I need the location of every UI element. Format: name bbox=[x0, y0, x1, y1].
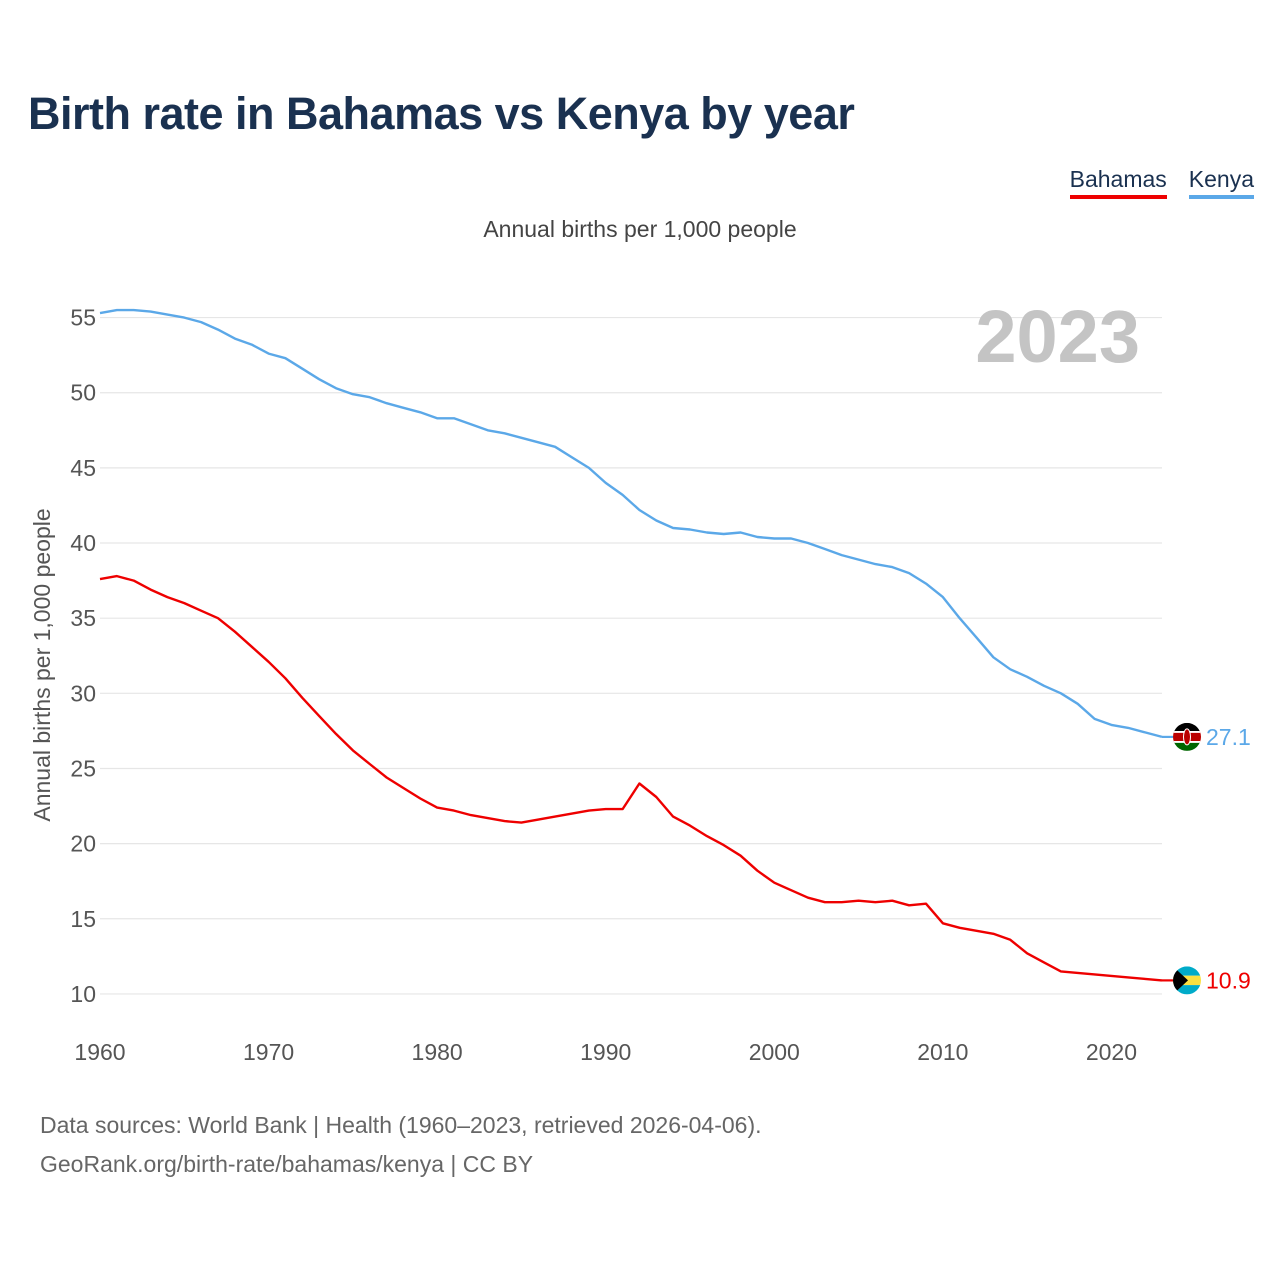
flag-stripe bbox=[1173, 966, 1201, 976]
legend-item-bahamas[interactable]: Bahamas bbox=[1069, 166, 1167, 199]
x-tick-label: 1990 bbox=[580, 1039, 631, 1065]
x-tick-label: 2010 bbox=[917, 1039, 968, 1065]
flag-shield bbox=[1183, 728, 1191, 746]
source-line-1: Data sources: World Bank | Health (1960–… bbox=[40, 1112, 762, 1138]
flag-stripe bbox=[1173, 985, 1201, 995]
bahamas-flag-icon bbox=[1173, 966, 1201, 995]
legend: Bahamas Kenya bbox=[1069, 166, 1254, 199]
kenya-flag-icon bbox=[1173, 722, 1201, 751]
y-axis-label: Annual births per 1,000 people bbox=[29, 508, 55, 821]
y-tick-label: 15 bbox=[70, 906, 96, 932]
chart-subtitle: Annual births per 1,000 people bbox=[483, 216, 797, 242]
y-tick-label: 35 bbox=[70, 605, 96, 631]
legend-item-kenya[interactable]: Kenya bbox=[1188, 166, 1254, 199]
flag-body bbox=[1173, 966, 1201, 995]
y-tick-label: 20 bbox=[70, 831, 96, 857]
y-tick-label: 50 bbox=[70, 380, 96, 406]
chart-title: Birth rate in Bahamas vs Kenya by year bbox=[28, 88, 855, 139]
flag-stripe bbox=[1173, 722, 1201, 732]
flag-body bbox=[1173, 722, 1201, 751]
year-label: 2023 bbox=[975, 295, 1140, 378]
flag-chevron bbox=[1173, 966, 1188, 995]
end-value-label-bahamas: 10.9 bbox=[1206, 967, 1251, 993]
source-note: Data sources: World Bank | Health (1960–… bbox=[40, 1106, 762, 1184]
y-tick-label: 45 bbox=[70, 455, 96, 481]
y-tick-label: 40 bbox=[70, 530, 96, 556]
y-tick-label: 30 bbox=[70, 680, 96, 706]
flag-stripe bbox=[1173, 741, 1201, 751]
x-tick-label: 2000 bbox=[749, 1039, 800, 1065]
series-line-bahamas bbox=[99, 574, 1163, 982]
source-line-2[interactable]: GeoRank.org/birth-rate/bahamas/kenya | C… bbox=[40, 1151, 534, 1177]
y-tick-label: 25 bbox=[70, 755, 96, 781]
x-tick-label: 1980 bbox=[412, 1039, 463, 1065]
x-tick-label: 1970 bbox=[243, 1039, 294, 1065]
end-value-label-kenya: 27.1 bbox=[1206, 724, 1251, 750]
x-tick-label: 1960 bbox=[74, 1039, 125, 1065]
x-tick-label: 2020 bbox=[1086, 1039, 1137, 1065]
series-line-kenya bbox=[99, 308, 1163, 739]
y-tick-label: 10 bbox=[70, 981, 96, 1007]
y-tick-label: 55 bbox=[70, 305, 96, 331]
